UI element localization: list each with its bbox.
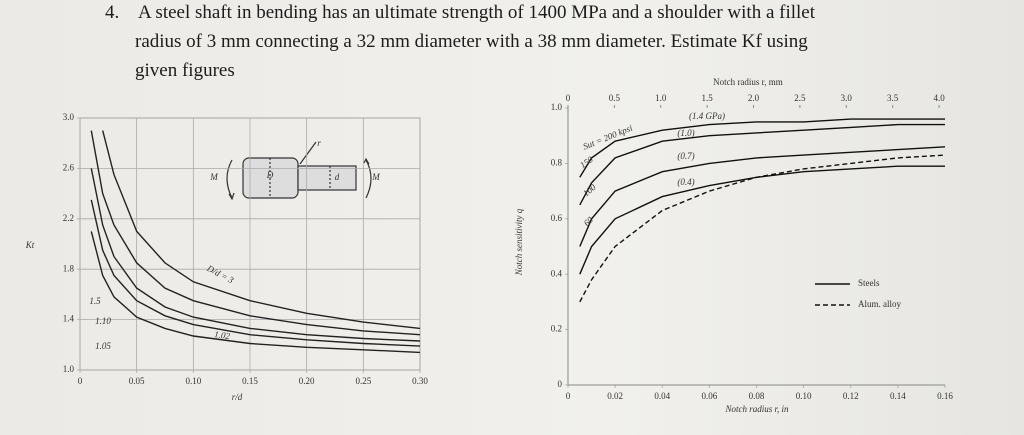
y-tick-label: 0.6	[551, 213, 563, 223]
annotation: (0.7)	[677, 151, 694, 161]
y-tick-label: 1.8	[63, 263, 75, 273]
annotation: M	[209, 172, 218, 182]
x2-tick-label: 0	[566, 93, 571, 103]
y-tick-label: 3.0	[63, 112, 75, 122]
y-axis-label: Notch sensitivity q	[514, 208, 524, 276]
x-tick-label: 0.08	[749, 391, 765, 401]
x-tick-label: 0.30	[412, 376, 428, 386]
x2-tick-label: 4.0	[933, 93, 945, 103]
curve	[90, 168, 421, 342]
x2-tick-label: 3.5	[887, 93, 899, 103]
curve	[579, 165, 945, 275]
question-line: A steel shaft in bending has an ultimate…	[138, 2, 816, 23]
annotation: 1.5	[89, 296, 101, 306]
annotation: (1.0)	[677, 128, 694, 138]
annotation: M	[371, 172, 380, 182]
x2-tick-label: 3.0	[841, 93, 853, 103]
x2-tick-label: 1.5	[702, 93, 714, 103]
y-tick-label: 0.4	[551, 268, 563, 278]
y-tick-label: 0.8	[551, 157, 563, 167]
x-tick-label: 0	[566, 391, 571, 401]
curve	[90, 199, 421, 347]
y-tick-label: 0.2	[551, 324, 562, 334]
y-tick-label: 2.6	[63, 162, 75, 172]
question-line: given figures	[135, 60, 235, 81]
x-tick-label: 0.14	[890, 391, 906, 401]
x-tick-label: 0.10	[185, 376, 201, 386]
annotation: D/d = 3	[205, 263, 236, 286]
annotation: D	[266, 170, 274, 180]
curve	[90, 231, 421, 354]
x-tick-label: 0.04	[654, 391, 670, 401]
annotation: (1.4 GPa)	[689, 111, 725, 121]
x-tick-label: 0	[78, 376, 83, 386]
annotation: Sut = 200 kpsi	[582, 123, 635, 152]
legend-label: Steels	[858, 278, 880, 288]
y-tick-label: 1.0	[63, 364, 75, 374]
x-tick-label: 0.10	[796, 391, 812, 401]
x2-tick-label: 2.5	[794, 93, 806, 103]
annotation: 100	[581, 182, 598, 199]
curve	[90, 130, 421, 336]
x-tick-label: 0.06	[702, 391, 718, 401]
x-tick-label: 0.16	[937, 391, 953, 401]
y-tick-label: 2.2	[63, 213, 74, 223]
legend-label: Alum. alloy	[858, 299, 901, 309]
curve	[579, 146, 946, 247]
x-axis-label: r/d	[232, 392, 243, 402]
annotation: d	[335, 172, 340, 182]
annotation: (0.4)	[677, 177, 694, 187]
x-tick-label: 0.25	[355, 376, 371, 386]
y-tick-label: 1.4	[63, 314, 75, 324]
curve	[579, 118, 945, 178]
x-axis-label: Notch radius r, in	[724, 404, 789, 414]
y-tick-label: 1.0	[551, 102, 563, 112]
curve	[579, 154, 946, 303]
y-tick-label: 0	[558, 379, 563, 389]
annotation: r	[317, 138, 321, 148]
x-tick-label: 0.12	[843, 391, 859, 401]
curve	[579, 123, 945, 206]
x-tick-label: 0.20	[299, 376, 315, 386]
annotation: 1.05	[95, 341, 111, 351]
annotation: 1.10	[95, 316, 111, 326]
x2-tick-label: 2.0	[748, 93, 760, 103]
y-axis-label: Kt	[25, 240, 35, 250]
question-line: radius of 3 mm connecting a 32 mm diamet…	[135, 31, 808, 52]
x-tick-label: 0.02	[607, 391, 623, 401]
x-tick-label: 0.05	[129, 376, 145, 386]
x2-tick-label: 0.5	[609, 93, 621, 103]
shaft-sketch	[226, 141, 372, 201]
annotation: 1.02	[214, 329, 231, 341]
x2-tick-label: 1.0	[655, 93, 667, 103]
curve	[102, 130, 421, 330]
x2-axis-label: Notch radius r, mm	[713, 77, 783, 87]
question-number: 4.	[105, 2, 120, 23]
x-tick-label: 0.15	[242, 376, 258, 386]
